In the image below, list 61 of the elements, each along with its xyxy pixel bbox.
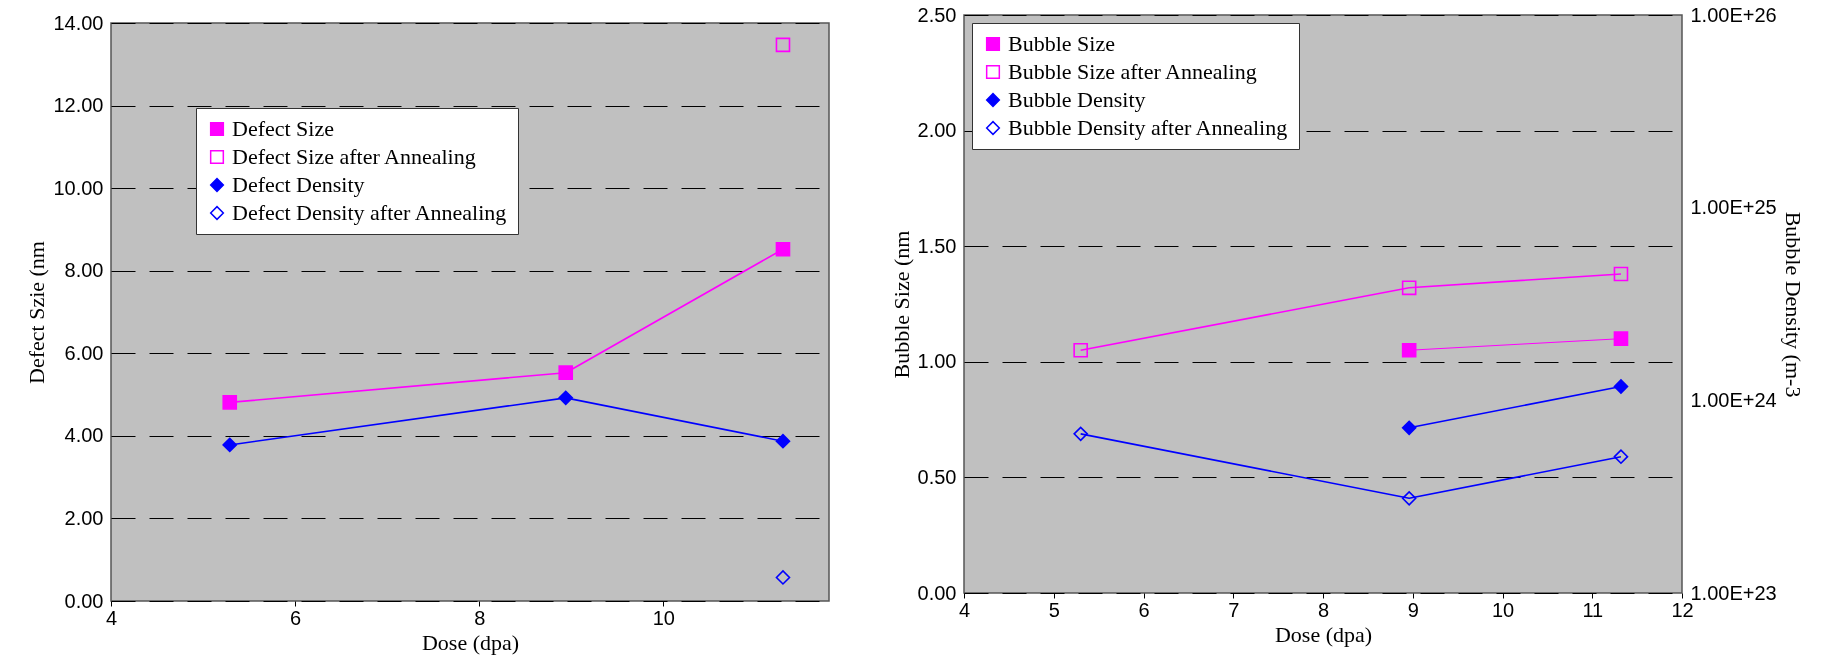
legend-label: Defect Size [232, 116, 334, 141]
y-axis-title: Bubble Size (nm [888, 230, 914, 379]
y2-tick-label: 1.00E+25 [1690, 196, 1777, 219]
x-tick-label: 6 [1138, 598, 1150, 621]
x-tick-label: 10 [1491, 598, 1515, 621]
x-tick-label: 11 [1582, 598, 1604, 621]
x-tick-label: 8 [1317, 598, 1330, 621]
y-tick-label: 10.00 [53, 176, 104, 199]
y-tick-label: 1.50 [917, 234, 957, 257]
y2-tick-label: 1.00E+23 [1690, 581, 1777, 604]
y2-tick-label: 1.00E+26 [1690, 3, 1777, 26]
point [1401, 491, 1417, 506]
point [558, 365, 574, 381]
x-tick-label: 4 [105, 606, 118, 629]
point [1073, 342, 1088, 358]
point [775, 241, 791, 257]
x-axis-title: Dose (dpa) [421, 629, 520, 655]
point [1613, 449, 1629, 464]
y-tick-label: 0.00 [917, 581, 957, 604]
point [222, 395, 238, 410]
y-tick-label: 0.00 [64, 589, 104, 612]
y-tick-label: 2.50 [917, 3, 957, 26]
point [1401, 420, 1417, 436]
x-tick-label: 5 [1048, 598, 1060, 621]
x-tick-label: 6 [290, 606, 302, 629]
point [1613, 266, 1629, 282]
legend-label: Bubble Size after Annealing [1008, 59, 1257, 84]
y-tick-label: 2.00 [64, 506, 104, 529]
point [1401, 280, 1417, 296]
y2-tick-label: 1.00E+24 [1690, 388, 1777, 411]
x-tick-label: 7 [1228, 598, 1240, 621]
point [1613, 331, 1629, 346]
y-tick-label: 14.00 [53, 11, 104, 34]
legend-label: Bubble Size [1008, 31, 1115, 56]
point [1073, 426, 1088, 442]
x-tick-label: 9 [1407, 598, 1419, 621]
x-tick-label: 10 [652, 606, 675, 629]
point [558, 390, 574, 406]
y-tick-label: 0.50 [917, 465, 957, 488]
point [775, 570, 791, 585]
point [1613, 379, 1629, 394]
point [222, 437, 238, 453]
y-tick-label: 6.00 [64, 341, 104, 364]
x-tick-label: 4 [958, 598, 971, 621]
y-tick-label: 12.00 [53, 94, 104, 117]
point [775, 37, 791, 53]
legend-label: Defect Density [232, 172, 365, 197]
legend-label: Defect Density after Annealing [232, 200, 507, 225]
legend-label: Bubble Density after Annealing [1008, 115, 1288, 140]
y-tick-label: 8.00 [64, 259, 104, 282]
point [775, 433, 791, 449]
legend-label: Defect Size after Annealing [232, 144, 476, 169]
y-tick-label: 4.00 [64, 424, 104, 447]
y-axis-title: Defect Szie (nm [24, 241, 50, 384]
x-axis-title: Dose (dpa) [1274, 621, 1373, 647]
x-tick-label: 8 [474, 606, 486, 629]
point [1401, 342, 1417, 358]
y2-axis-title: Bubble Density (m-3 [1780, 211, 1806, 398]
legend-label: Bubble Density [1008, 87, 1146, 112]
y-tick-label: 1.00 [917, 350, 957, 373]
y-tick-label: 2.00 [917, 119, 957, 142]
